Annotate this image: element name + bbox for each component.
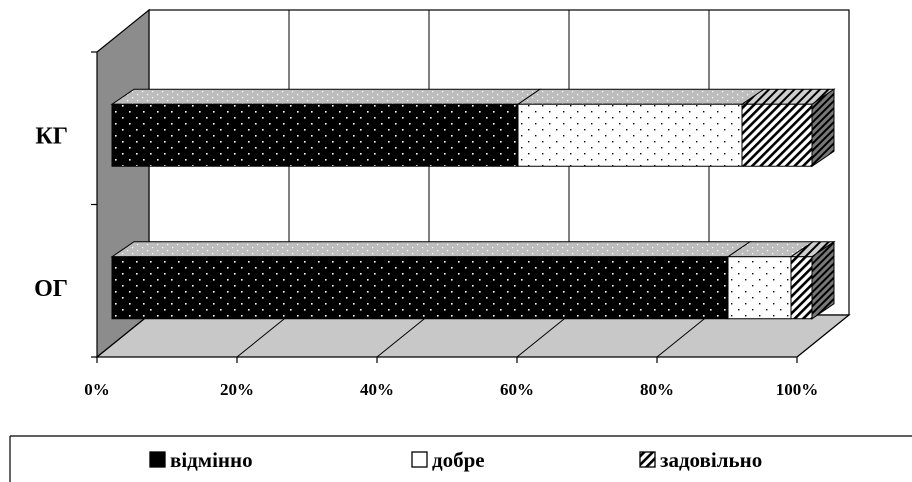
category-label: КГ [35, 123, 68, 149]
x-tick-label: 40% [360, 380, 394, 399]
legend-label-відмінно: відмінно [170, 448, 253, 472]
bars [110, 88, 836, 320]
legend: відмінно добре задовільно [9, 435, 912, 482]
legend-swatch-відмінно [149, 451, 166, 468]
floor [95, 314, 851, 358]
bar-top-відмінно [110, 241, 752, 258]
bar-top-добре [516, 88, 766, 105]
legend-swatch-добре [411, 451, 428, 468]
bar-side-ОГ [811, 240, 835, 320]
gridline-floor [656, 314, 710, 358]
gridline-floor [516, 314, 570, 358]
bar-top-відмінно [110, 88, 542, 105]
gridline-floor [376, 314, 430, 358]
x-tick-label: 60% [500, 380, 534, 399]
category-label: ОГ [34, 276, 68, 302]
x-tick-label: 20% [220, 380, 254, 399]
bar-добре-ОГ [727, 256, 792, 320]
bar-добре-КГ [517, 103, 743, 167]
bar-відмінно-ОГ [111, 256, 729, 320]
legend-label-добре: добре [432, 448, 485, 472]
legend-label-задовільно: задовільно [660, 448, 762, 472]
bar-відмінно-КГ [111, 103, 519, 167]
bar-задовільно-ОГ [790, 256, 813, 320]
x-tick-label: 0% [84, 380, 110, 399]
legend-swatch-задовільно [639, 451, 656, 468]
axes: ОГ КГ 0% 20% 40% 60% 80% 100% [34, 51, 819, 399]
x-tick-label: 100% [776, 380, 819, 399]
gridline-floor [96, 314, 150, 358]
gridline-floor [236, 314, 290, 358]
x-tick-label: 80% [640, 380, 674, 399]
gridline-floor [796, 314, 850, 358]
bar-задовільно-КГ [741, 103, 813, 167]
bar-side-КГ [811, 88, 835, 168]
